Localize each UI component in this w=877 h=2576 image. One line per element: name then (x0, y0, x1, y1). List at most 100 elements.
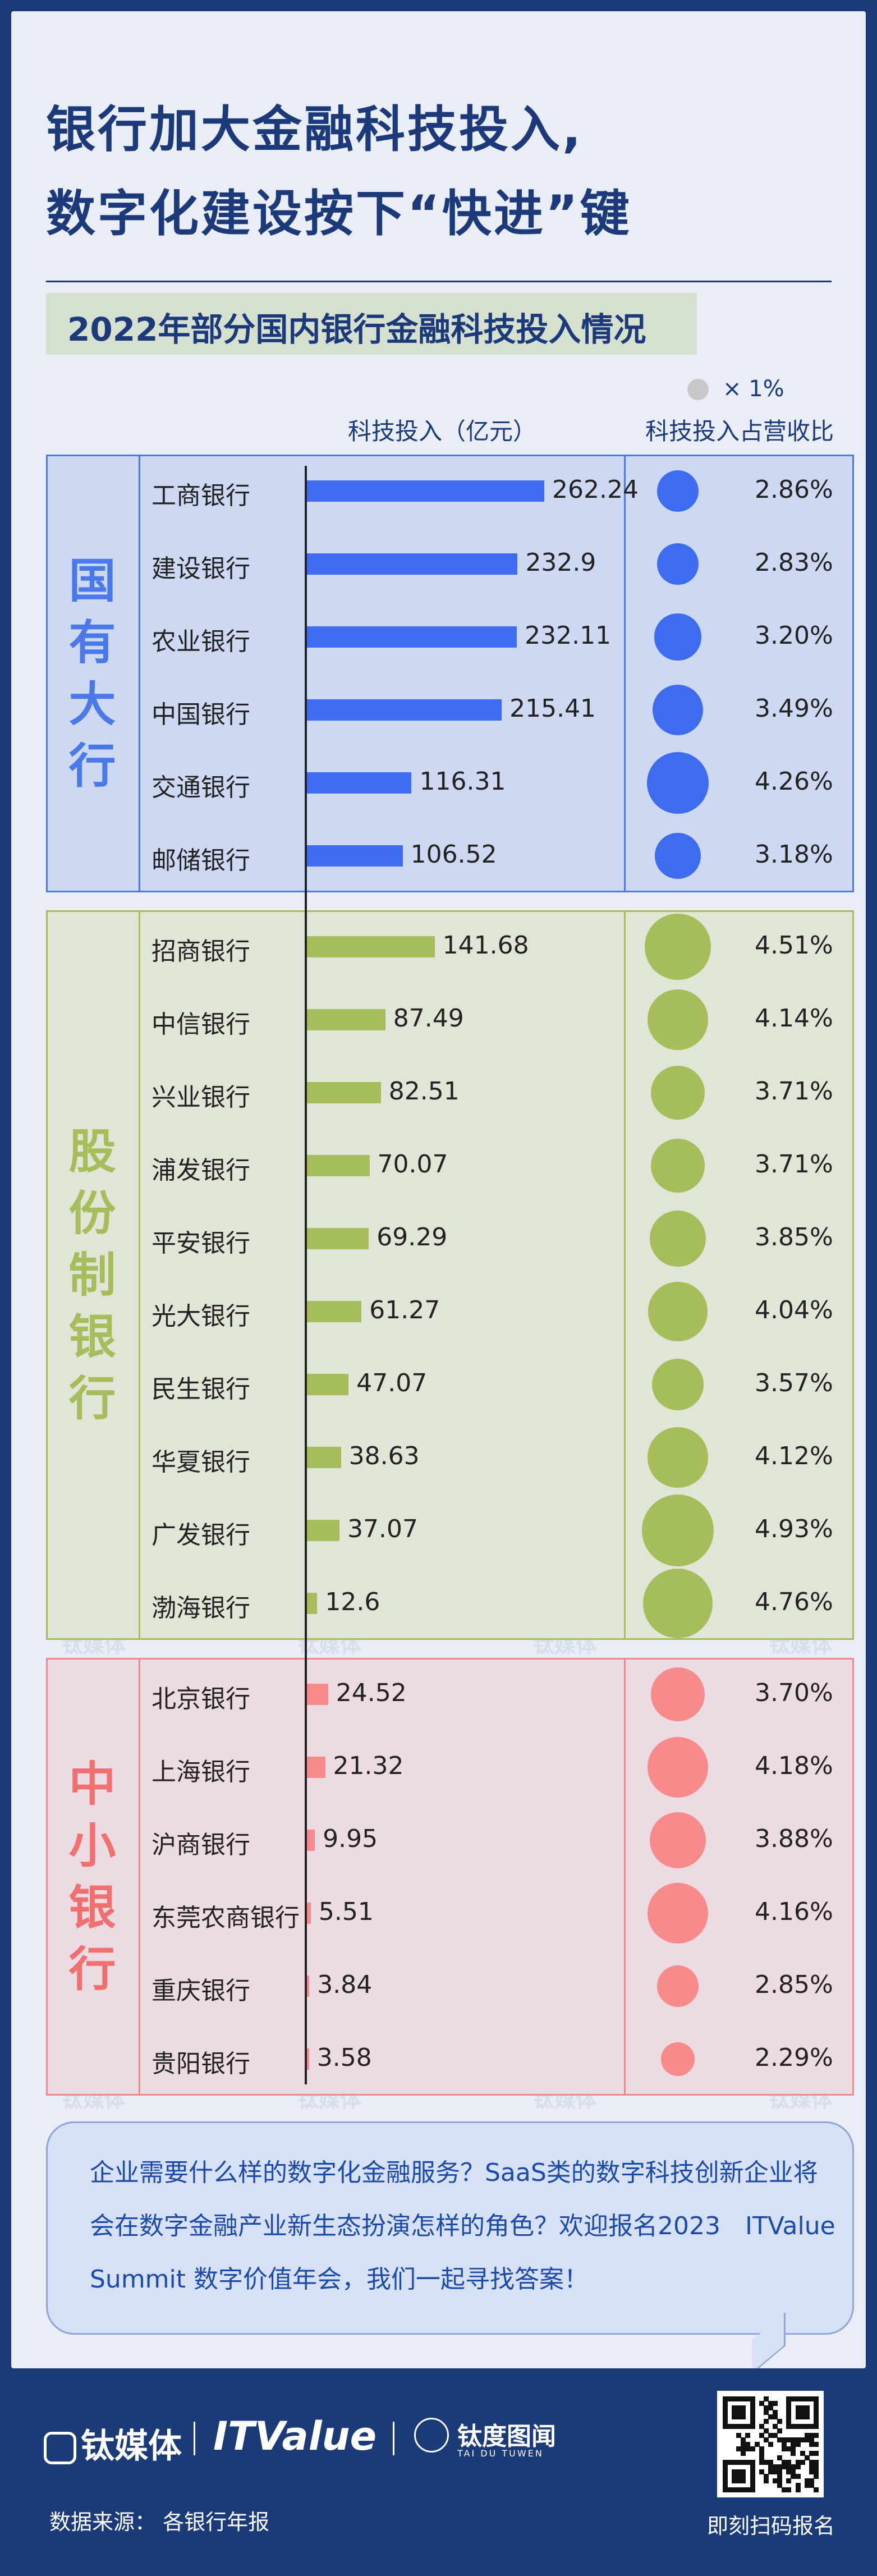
investment-bar (306, 1228, 369, 1249)
qr-module (750, 2410, 755, 2415)
investment-value-label: 232.11 (525, 621, 612, 650)
qr-module (723, 2482, 728, 2488)
ratio-value-label: 3.71% (755, 1150, 833, 1179)
tmtpost-logo: 钛媒体 (44, 2419, 182, 2468)
group-label-char: 行 (68, 1371, 116, 1426)
group-column-divider (139, 1658, 140, 2096)
group-label-char: 有 (68, 615, 116, 670)
qr-module (745, 2432, 751, 2438)
qr-module (773, 2423, 778, 2429)
qr-module (723, 2423, 728, 2429)
qr-module (791, 2396, 796, 2401)
qr-module (786, 2419, 792, 2424)
qr-module (795, 2410, 801, 2415)
qr-module (723, 2478, 728, 2483)
bank-name: 沪商银行 (151, 1831, 250, 1859)
ratio-circle (652, 684, 704, 736)
page-title-line-1: 银行加大金融科技投入, (46, 100, 584, 158)
qr-module (759, 2460, 764, 2465)
qr-module (763, 2437, 769, 2442)
qr-module (791, 2473, 796, 2479)
qr-module (750, 2487, 755, 2492)
qr-module (795, 2464, 801, 2470)
qr-module (741, 2405, 746, 2411)
group-label-char: 大 (68, 677, 116, 732)
bank-name: 工商银行 (151, 482, 250, 510)
qr-module (795, 2441, 801, 2447)
investment-value-label: 3.84 (317, 1970, 373, 1999)
qr-module (813, 2473, 819, 2479)
ratio-circle (649, 1210, 706, 1267)
qr-module (736, 2478, 742, 2483)
qr-module (813, 2441, 819, 2447)
investment-bar (306, 699, 502, 721)
qr-module (727, 2460, 733, 2465)
bar-column-header: 科技投入（亿元） (348, 418, 537, 445)
qr-module (723, 2401, 728, 2407)
qr-module (804, 2437, 810, 2442)
qr-module (750, 2473, 755, 2479)
qr-module (786, 2410, 792, 2415)
group-label-char: 制 (68, 1248, 116, 1303)
qr-module (777, 2455, 783, 2461)
infographic-card: 钛媒体钛媒体钛媒体钛媒体钛媒体钛媒体钛媒体钛媒体钛媒体钛媒体钛媒体钛媒体钛媒体钛… (11, 11, 866, 2368)
qr-module (759, 2469, 764, 2474)
qr-module (813, 2460, 819, 2465)
qr-code-icon[interactable] (717, 2391, 824, 2497)
qr-module (741, 2423, 746, 2429)
qr-module (773, 2401, 778, 2407)
qr-module (750, 2419, 755, 2424)
qr-module (768, 2405, 773, 2411)
qr-module (800, 2423, 805, 2429)
ratio-value-label: 4.12% (755, 1442, 833, 1470)
investment-value-label: 232.9 (525, 548, 596, 577)
qr-module (804, 2405, 810, 2411)
qr-module (777, 2437, 783, 2442)
investment-bar (306, 1593, 318, 1614)
investment-bar (306, 1374, 349, 1395)
qr-module (809, 2396, 814, 2401)
investment-bar (306, 1009, 385, 1030)
chart-title-banner (46, 293, 697, 355)
qr-module (723, 2414, 728, 2420)
group-label-char: 行 (68, 739, 116, 794)
qr-module (813, 2487, 819, 2492)
tmtpost-logo-icon (44, 2432, 76, 2465)
qr-module (795, 2460, 801, 2465)
bank-name: 交通银行 (151, 773, 250, 802)
cta-bubble[interactable] (46, 2121, 854, 2335)
qr-module (732, 2396, 737, 2401)
qr-module (736, 2446, 742, 2452)
qr-module (809, 2460, 814, 2465)
qr-module (768, 2432, 773, 2438)
investment-value-label: 262.24 (552, 475, 639, 504)
investment-bar (306, 1155, 370, 1176)
qr-module (795, 2396, 801, 2401)
investment-bar (306, 1447, 341, 1468)
qr-module (800, 2437, 805, 2442)
ratio-value-label: 3.70% (755, 1679, 833, 1707)
qr-module (786, 2469, 792, 2474)
investment-bar (306, 936, 435, 957)
qr-module (736, 2432, 742, 2438)
qr-module (736, 2460, 742, 2465)
qr-module (768, 2414, 773, 2420)
qr-module (786, 2396, 792, 2401)
qr-module (750, 2396, 755, 2401)
qr-module (809, 2423, 814, 2429)
qr-module (791, 2451, 796, 2456)
qr-module (786, 2405, 792, 2411)
qr-module (795, 2482, 801, 2488)
qr-module (750, 2414, 755, 2420)
bank-name: 平安银行 (151, 1229, 250, 1258)
investment-value-label: 70.07 (377, 1150, 448, 1179)
qr-module (727, 2396, 733, 2401)
qr-module (741, 2487, 746, 2492)
investment-value-label: 82.51 (388, 1077, 460, 1106)
bank-name: 招商银行 (151, 937, 250, 966)
investment-bar (306, 772, 412, 794)
ratio-value-label: 3.88% (755, 1825, 833, 1853)
qr-module (786, 2464, 792, 2470)
group-label-char: 银 (68, 1309, 116, 1364)
ratio-circle (649, 1812, 706, 1869)
